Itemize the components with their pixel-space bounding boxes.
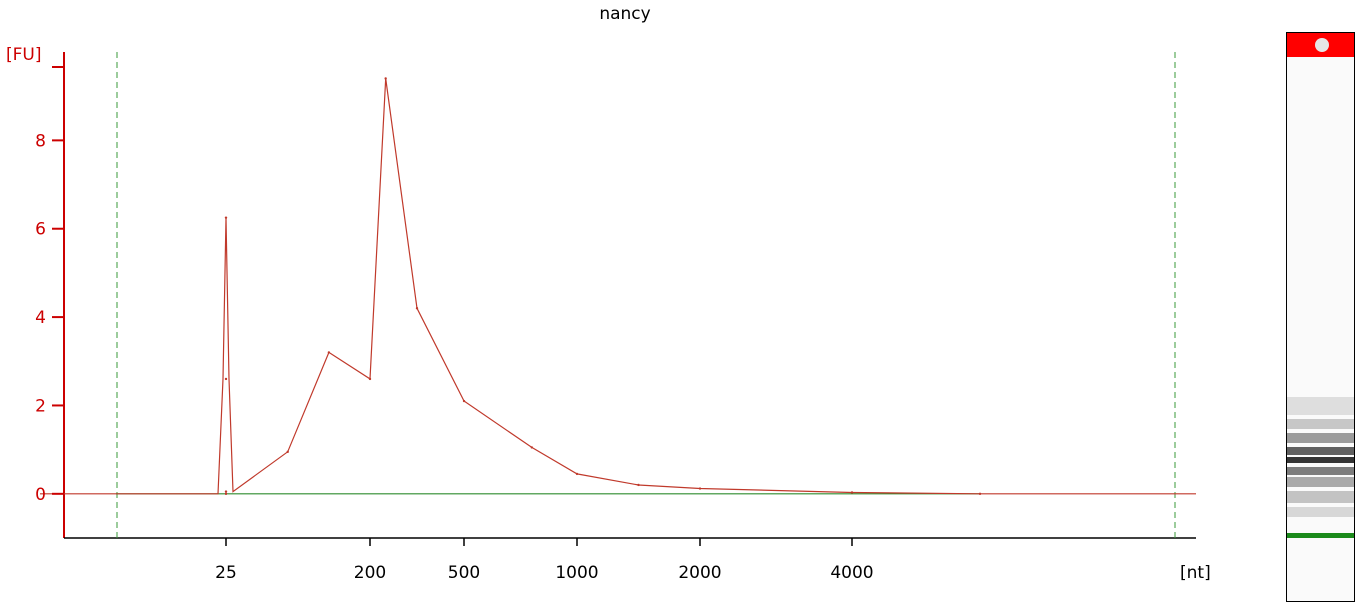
x-tick-label: 25	[215, 563, 237, 583]
gel-band	[1287, 491, 1354, 503]
electropherogram-plot: 0 2 4 6 8 25 200 500 1000 2000 4000 [FU] [nt]	[6, 45, 1211, 583]
gel-band	[1287, 457, 1354, 463]
gel-band	[1287, 467, 1354, 475]
gel-band	[1287, 507, 1354, 517]
x-axis-label: [nt]	[1180, 563, 1211, 583]
series-layer	[39, 77, 1196, 496]
x-tick-label: 200	[354, 563, 386, 583]
y-tick-label: 2	[35, 396, 46, 416]
ticks: 0 2 4 6 8 25 200 500 1000 2000 4000	[35, 131, 873, 583]
sample-data-point	[368, 377, 372, 381]
sample-data-point	[575, 472, 579, 476]
x-tick-label: 500	[448, 563, 480, 583]
y-tick-label: 0	[35, 485, 46, 505]
sample-data-point	[850, 491, 854, 494]
sample-data-point	[415, 307, 419, 310]
gel-image	[1286, 32, 1355, 602]
axes	[52, 52, 1196, 539]
x-tick-label: 4000	[830, 563, 873, 583]
marker-lines	[116, 52, 1176, 538]
sample-data-point	[462, 399, 466, 403]
sample-data-point	[698, 487, 702, 490]
sample-series-line	[39, 78, 1196, 495]
x-tick-label: 1000	[555, 563, 598, 583]
gel-band	[1287, 419, 1354, 429]
sample-data-point	[224, 492, 228, 496]
y-tick-label: 6	[35, 220, 46, 240]
gel-lane	[1287, 397, 1354, 538]
gel-lower-marker	[1287, 533, 1354, 538]
sample-data-point	[224, 377, 228, 381]
gel-band	[1287, 447, 1354, 455]
gel-band	[1287, 397, 1354, 415]
sample-data-point	[530, 446, 533, 449]
sample-data-point	[327, 351, 331, 354]
chart-title: nancy	[599, 4, 651, 24]
sample-data-point	[286, 450, 289, 454]
sample-data-point	[384, 77, 387, 80]
y-tick-label: 4	[35, 308, 46, 328]
x-tick-label: 2000	[678, 563, 721, 583]
sample-data-point	[224, 490, 228, 493]
sample-data-point	[224, 216, 228, 219]
gel-band	[1287, 477, 1354, 487]
gel-band	[1287, 433, 1354, 443]
sample-data-point	[978, 492, 982, 496]
gel-marker-spot	[1315, 38, 1329, 52]
y-tick-label: 8	[35, 131, 46, 151]
gel-upper-marker	[1287, 33, 1354, 57]
y-axis-label: [FU]	[6, 45, 42, 65]
sample-data-point	[637, 483, 640, 487]
